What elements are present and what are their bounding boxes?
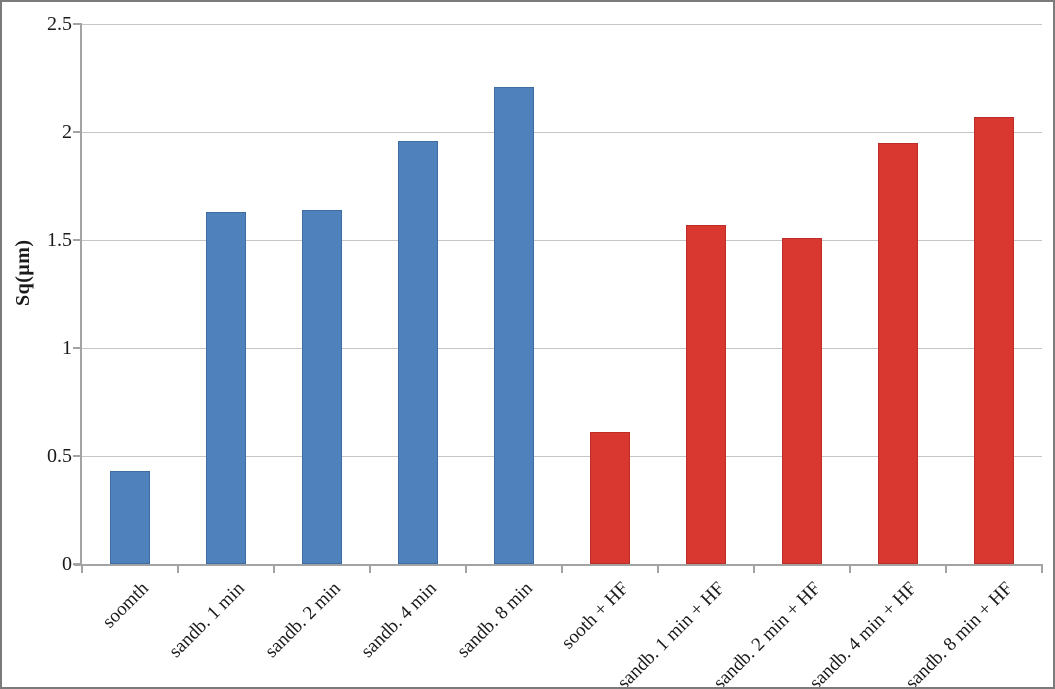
gridline-2 [82, 132, 1042, 133]
bar-sandb. 4 min + HF [878, 143, 918, 564]
bar-sandb. 2 min [302, 210, 342, 564]
plot-area [82, 24, 1042, 564]
y-tick-1.5 [73, 239, 82, 241]
y-axis-line [80, 24, 82, 566]
bar-sandb. 2 min + HF [782, 238, 822, 564]
x-tick-8 [849, 564, 851, 573]
gridline-2.5 [82, 24, 1042, 25]
gridline-1 [82, 348, 1042, 349]
x-tick-5 [561, 564, 563, 573]
x-tick-9 [945, 564, 947, 573]
bar-sandb. 8 min + HF [974, 117, 1014, 564]
bar-sandb. 1 min + HF [686, 225, 726, 564]
bar-sandb. 1 min [206, 212, 246, 564]
bar-sooth + HF [590, 432, 630, 564]
x-axis-line [74, 564, 1042, 566]
bar-soomth [110, 471, 150, 564]
y-tick-label-0.5: 0.5 [47, 445, 72, 467]
x-tick-1 [177, 564, 179, 573]
bar-sandb. 4 min [398, 141, 438, 564]
y-tick-2.5 [73, 23, 82, 25]
x-tick-3 [369, 564, 371, 573]
y-tick-0.5 [73, 455, 82, 457]
x-tick-4 [465, 564, 467, 573]
y-tick-2 [73, 131, 82, 133]
y-tick-0 [73, 563, 82, 565]
x-tick-2 [273, 564, 275, 573]
gridline-1.5 [82, 240, 1042, 241]
x-tick-7 [753, 564, 755, 573]
bar-sandb. 8 min [494, 87, 534, 564]
y-tick-label-1.5: 1.5 [47, 229, 72, 251]
x-tick-10 [1041, 564, 1043, 573]
gridline-0.5 [82, 456, 1042, 457]
y-tick-label-0: 0 [62, 553, 72, 575]
y-tick-label-2.5: 2.5 [47, 13, 72, 35]
y-tick-label-1: 1 [62, 337, 72, 359]
y-tick-1 [73, 347, 82, 349]
x-tick-label-soomth: soomth [98, 578, 153, 633]
x-tick-0 [81, 564, 83, 573]
y-tick-label-2: 2 [62, 121, 72, 143]
x-tick-6 [657, 564, 659, 573]
